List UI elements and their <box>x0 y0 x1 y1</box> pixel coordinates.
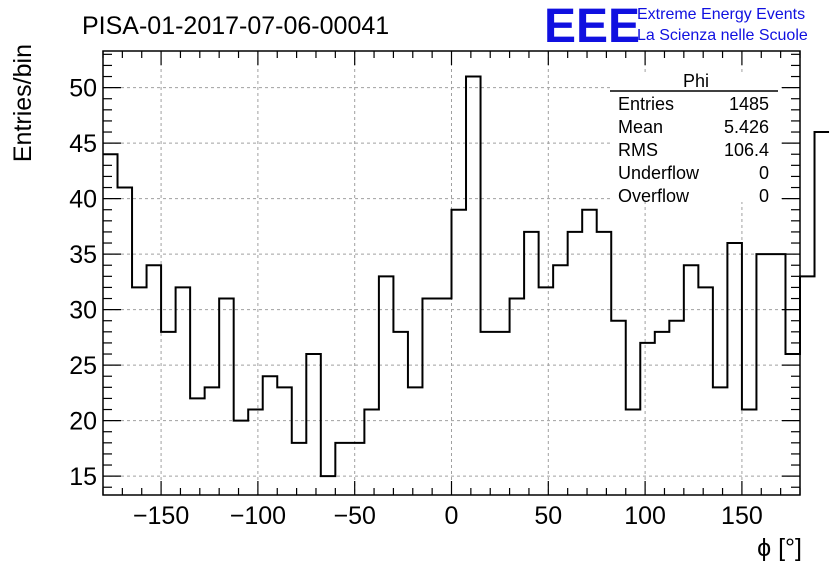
y-tick-label: 30 <box>69 297 97 325</box>
y-axis-label: Entries/bin <box>9 44 37 162</box>
stats-value-underflow: 0 <box>759 163 769 183</box>
stats-label-underflow: Underflow <box>618 163 700 183</box>
stats-label-mean: Mean <box>618 117 663 137</box>
eee-logo-line2: La Scienza nelle Scuole <box>637 27 808 44</box>
y-tick-label: 15 <box>69 463 97 491</box>
x-tick-label: 150 <box>721 502 763 530</box>
y-tick-label: 25 <box>69 352 97 380</box>
y-tick-label: 45 <box>69 130 97 158</box>
x-tick-label: 50 <box>534 502 562 530</box>
axis-ticks <box>102 51 801 495</box>
y-tick-label: 20 <box>69 408 97 436</box>
stats-value-overflow: 0 <box>759 186 769 206</box>
stats-label-entries: Entries <box>618 94 674 114</box>
x-tick-label: 100 <box>624 502 666 530</box>
histogram-line <box>103 75 830 478</box>
stats-value-mean: 5.426 <box>724 117 769 137</box>
x-tick-label: −150 <box>133 502 189 530</box>
histogram-step-line <box>103 75 830 478</box>
stats-value-entries: 1485 <box>729 94 769 114</box>
eee-logo: EEE Extreme Energy Events La Scienza nel… <box>544 0 808 53</box>
x-tick-label: −100 <box>230 502 286 530</box>
stats-box-title: Phi <box>683 71 709 91</box>
stats-label-rms: RMS <box>618 140 658 160</box>
eee-logo-mark: EEE <box>544 0 640 53</box>
x-tick-label: 0 <box>445 502 459 530</box>
stats-box: Phi Entries 1485 Mean 5.426 RMS 106.4 Underflo… <box>610 71 778 206</box>
stats-box-background <box>610 72 778 202</box>
stats-label-overflow: Overflow <box>618 186 690 206</box>
x-tick-label: −50 <box>333 502 375 530</box>
y-tick-label: 40 <box>69 186 97 214</box>
x-tick-labels: −150 −100 −50 0 50 100 150 <box>133 502 763 530</box>
run-title: PISA-01-2017-07-06-00041 <box>82 12 389 40</box>
y-tick-label: 50 <box>69 75 97 103</box>
y-tick-label: 35 <box>69 241 97 269</box>
stats-value-rms: 106.4 <box>724 140 769 160</box>
x-axis-label: ϕ [°] <box>757 534 802 562</box>
y-tick-labels: 15 20 25 30 35 40 45 50 <box>69 75 97 492</box>
eee-logo-line1: Extreme Energy Events <box>637 6 805 23</box>
